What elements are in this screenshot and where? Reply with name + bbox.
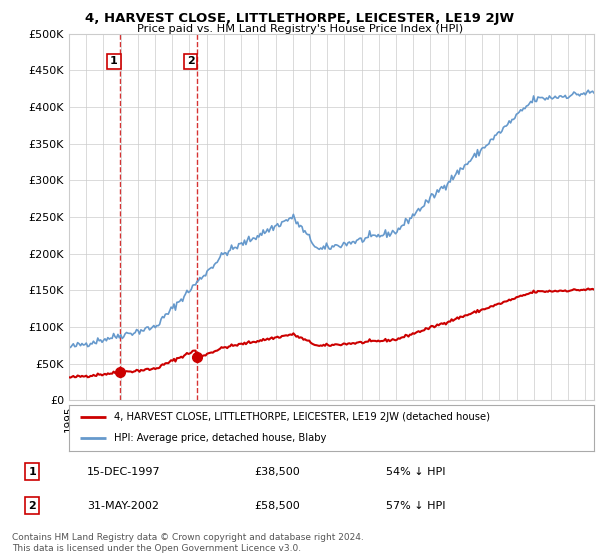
Text: 4, HARVEST CLOSE, LITTLETHORPE, LEICESTER, LE19 2JW: 4, HARVEST CLOSE, LITTLETHORPE, LEICESTE…: [85, 12, 515, 25]
Text: 57% ↓ HPI: 57% ↓ HPI: [386, 501, 446, 511]
Text: 15-DEC-1997: 15-DEC-1997: [87, 466, 161, 477]
Text: 2: 2: [187, 57, 194, 67]
Text: Price paid vs. HM Land Registry's House Price Index (HPI): Price paid vs. HM Land Registry's House …: [137, 24, 463, 34]
Text: 1: 1: [28, 466, 36, 477]
Text: 31-MAY-2002: 31-MAY-2002: [87, 501, 159, 511]
Text: £58,500: £58,500: [254, 501, 299, 511]
Text: 2: 2: [28, 501, 36, 511]
Text: HPI: Average price, detached house, Blaby: HPI: Average price, detached house, Blab…: [113, 433, 326, 444]
Text: Contains HM Land Registry data © Crown copyright and database right 2024.
This d: Contains HM Land Registry data © Crown c…: [12, 533, 364, 553]
Text: £38,500: £38,500: [254, 466, 299, 477]
Text: 1: 1: [110, 57, 118, 67]
Text: 4, HARVEST CLOSE, LITTLETHORPE, LEICESTER, LE19 2JW (detached house): 4, HARVEST CLOSE, LITTLETHORPE, LEICESTE…: [113, 412, 490, 422]
Text: 54% ↓ HPI: 54% ↓ HPI: [386, 466, 446, 477]
